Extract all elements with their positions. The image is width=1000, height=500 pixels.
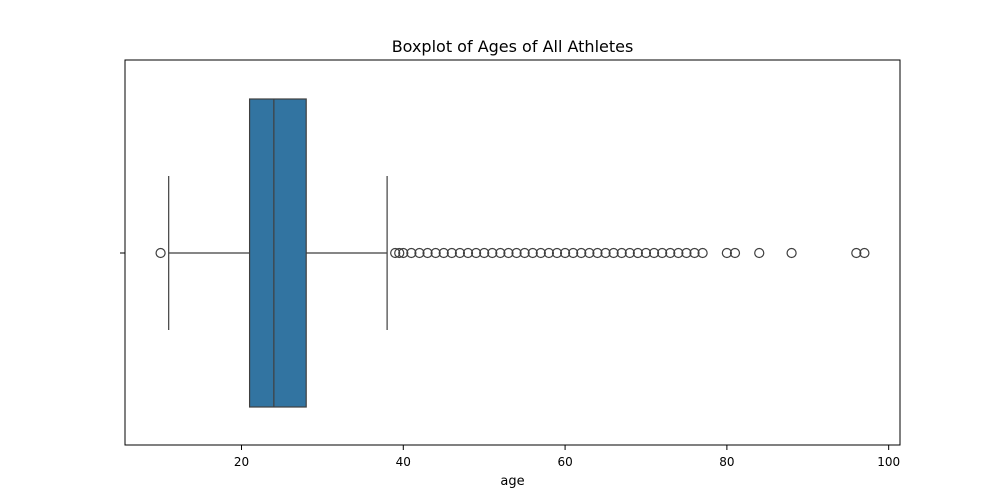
outlier-point	[394, 247, 405, 259]
outlier-point	[576, 247, 587, 259]
outlier-point	[487, 247, 498, 259]
outlier-point	[438, 247, 449, 259]
outlier-point	[543, 247, 555, 259]
outlier-point	[470, 247, 482, 259]
outlier-point	[503, 247, 514, 259]
outlier-point	[729, 247, 741, 259]
x-axis-label: age	[500, 474, 524, 489]
outlier-point	[616, 247, 627, 259]
outlier-point	[648, 247, 660, 259]
outlier-point	[511, 247, 522, 259]
chart-marks	[155, 98, 870, 408]
chart-title: Boxplot of Ages of All Athletes	[392, 37, 634, 56]
outlier-point	[640, 247, 652, 259]
outlier-point	[721, 247, 732, 259]
outlier-point	[859, 247, 870, 259]
outlier-point	[390, 247, 401, 259]
outlier-point	[681, 247, 692, 259]
outlier-point	[406, 247, 417, 259]
outlier-point	[673, 247, 684, 259]
x-tick-label: 80	[719, 455, 734, 469]
outlier-point	[568, 247, 579, 259]
outlier-point	[657, 247, 668, 259]
outlier-point	[632, 247, 643, 259]
box-iqr	[248, 98, 307, 408]
x-tick-label: 60	[557, 455, 572, 469]
outlier-point	[495, 247, 506, 259]
outlier-point	[851, 247, 862, 259]
x-axis: 20 40 60 80 100	[120, 252, 900, 469]
outlier-point	[430, 247, 441, 259]
outlier-point	[519, 247, 530, 259]
outlier-point	[551, 247, 563, 259]
outlier-point	[454, 247, 466, 259]
outlier-point	[398, 247, 409, 259]
outlier-point	[414, 247, 425, 259]
outlier-point	[624, 247, 635, 259]
outlier-point	[600, 247, 611, 259]
x-tick-label: 40	[396, 455, 411, 469]
outlier-point	[689, 247, 700, 259]
outlier-point	[535, 247, 546, 259]
x-tick-label: 100	[877, 455, 900, 469]
outlier-point	[559, 247, 571, 259]
outlier-point	[479, 247, 490, 259]
outlier-point	[527, 247, 538, 259]
x-tick-label: 20	[234, 455, 249, 469]
outlier-point	[155, 247, 166, 259]
outlier-point	[665, 247, 676, 259]
outlier-point	[786, 247, 797, 259]
outlier-point	[592, 247, 603, 259]
outlier-point	[697, 247, 708, 259]
outlier-point	[608, 247, 619, 259]
outlier-point	[754, 247, 765, 259]
outlier-point	[446, 247, 457, 259]
outlier-point	[422, 247, 433, 259]
outlier-point	[462, 247, 474, 259]
outlier-point	[584, 247, 595, 259]
